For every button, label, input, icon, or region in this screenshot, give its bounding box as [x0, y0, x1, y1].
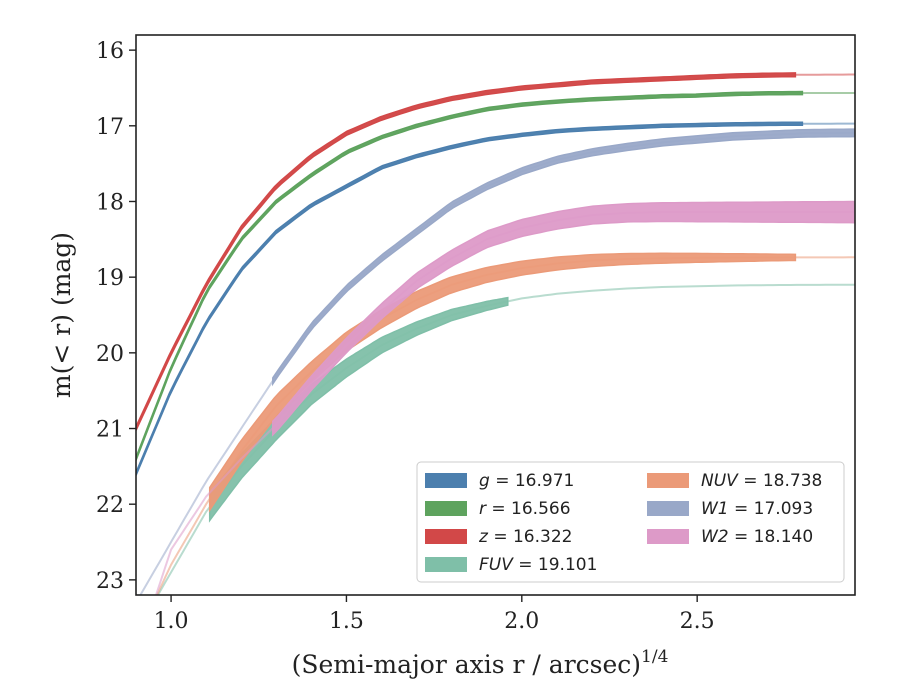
legend-item-r: r = 16.566	[425, 499, 571, 519]
legend-swatch	[647, 501, 689, 516]
y-tick-label: 20	[96, 342, 124, 367]
series-w1	[139, 128, 855, 595]
legend-label: W1 = 17.093	[701, 499, 813, 519]
legend-swatch	[425, 473, 467, 488]
x-tick-label: 1.5	[329, 609, 364, 634]
series-w2-band	[272, 200, 855, 437]
plot-frame	[135, 34, 856, 596]
y-tick-label: 17	[96, 115, 124, 140]
ticks-layer: 1.0 1.5 2.0 2.5 16 17 18 19 20 21 22 23	[96, 39, 715, 634]
series-layer	[136, 72, 855, 595]
legend-swatch	[647, 529, 689, 544]
legend-item-w2: W2 = 18.140	[647, 527, 813, 547]
series-w1-band	[272, 128, 855, 387]
legend-label: NUV = 18.738	[701, 471, 822, 491]
y-axis-title: m(< r) (mag)	[47, 232, 76, 398]
legend-swatch	[425, 501, 467, 516]
x-axis-title: (Semi-major axis r / arcsec)1/4	[292, 647, 669, 679]
y-tick-label: 18	[96, 190, 124, 215]
x-tick-label: 1.0	[154, 609, 189, 634]
series-g	[136, 121, 855, 476]
series-z-model-line	[136, 73, 855, 429]
legend-item-z: z = 16.322	[425, 527, 572, 547]
y-tick-label: 23	[96, 569, 124, 594]
legend-item-g: g = 16.971	[425, 471, 574, 491]
series-g-band	[136, 121, 804, 476]
legend-label: r = 16.566	[479, 499, 571, 519]
y-tick-label: 19	[96, 266, 124, 291]
series-r-band	[136, 90, 804, 461]
series-w2	[154, 200, 855, 595]
legend-item-nuv: NUV = 18.738	[647, 471, 822, 491]
legend-label: g = 16.971	[479, 471, 574, 491]
legend: g = 16.971 r = 16.566 z = 16.322 FUV = 19.1…	[416, 461, 845, 583]
y-tick-label: 22	[96, 493, 124, 518]
series-z-band	[136, 72, 797, 431]
legend-item-w1: W1 = 17.093	[647, 499, 813, 519]
legend-item-fuv: FUV = 19.101	[425, 555, 597, 575]
legend-label: FUV = 19.101	[479, 555, 597, 575]
x-axis-title-superscript: 1/4	[641, 647, 668, 667]
series-z	[136, 72, 855, 431]
y-tick-label: 21	[96, 418, 124, 443]
legend-swatch	[425, 529, 467, 544]
legend-label: z = 16.322	[478, 527, 572, 547]
legend-label: W2 = 18.140	[701, 527, 813, 547]
y-tick-label: 16	[96, 39, 124, 64]
legend-box	[416, 461, 845, 583]
legend-swatch	[425, 557, 467, 572]
x-tick-label: 2.0	[504, 609, 539, 634]
series-g-model-line	[136, 122, 855, 475]
series-r	[136, 90, 855, 461]
legend-swatch	[647, 473, 689, 488]
x-tick-label: 2.5	[680, 609, 715, 634]
